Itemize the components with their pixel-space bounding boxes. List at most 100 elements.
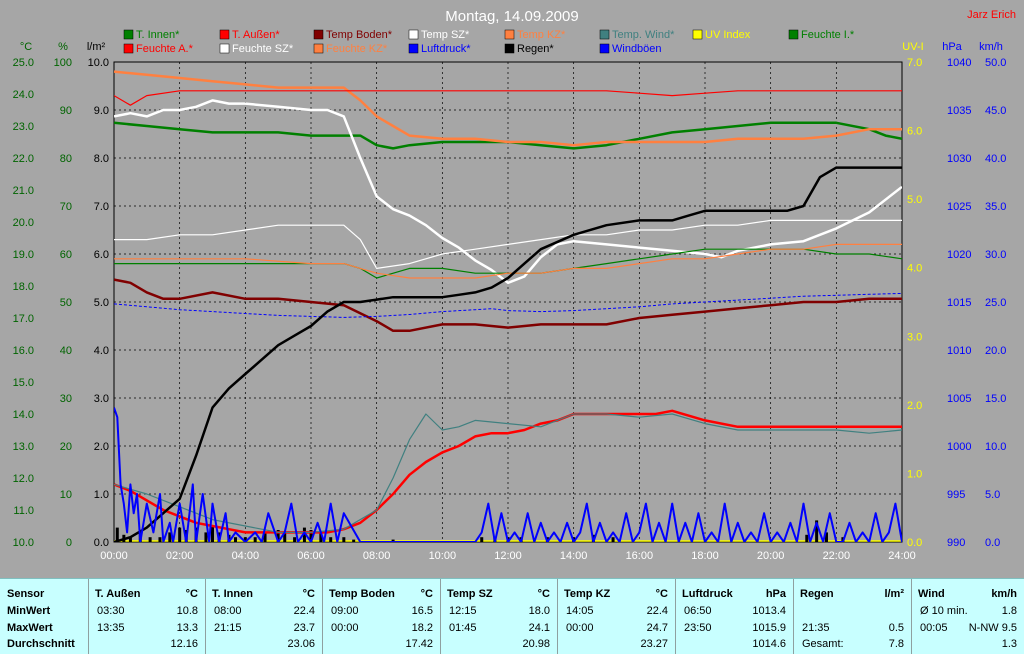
min-value: 22.4 — [646, 605, 668, 617]
rain-bar — [309, 530, 313, 542]
rain-axis-tick: 9.0 — [94, 105, 109, 117]
wind-axis-tick: 15.0 — [985, 393, 1006, 405]
legend-swatch — [408, 43, 419, 54]
rain-bar — [342, 537, 346, 542]
legend-label: Temp KZ* — [517, 29, 566, 41]
x-axis-tick: 16:00 — [626, 550, 654, 562]
weather-chart: Montag, 14.09.2009 Jarz Erich T. Innen* T. … — [13, 8, 1016, 562]
axis-unit-label: km/h — [979, 41, 1003, 53]
rain-bar — [128, 537, 132, 542]
legend-swatch — [504, 29, 515, 40]
column-unit: °C — [185, 588, 198, 600]
legend-label: Temp SZ* — [421, 29, 470, 41]
min-value: 22.4 — [293, 605, 315, 617]
pressure-axis-tick: 1005 — [947, 393, 971, 405]
legend-swatch — [313, 43, 324, 54]
rain-bar — [824, 532, 828, 542]
x-axis-tick: 08:00 — [363, 550, 391, 562]
temp-axis-tick: 24.0 — [13, 89, 34, 101]
column-title: Luftdruck — [682, 588, 733, 600]
wind-axis-tick: 50.0 — [985, 57, 1006, 69]
legend-swatch — [504, 43, 515, 54]
legend-label: Regen* — [517, 43, 554, 55]
rain-bar — [480, 537, 484, 542]
rain-bar — [815, 520, 819, 542]
rain-bar — [611, 537, 615, 542]
column-unit: °C — [420, 588, 433, 600]
column-unit: °C — [655, 588, 668, 600]
series-line — [114, 407, 902, 542]
rain-bar — [283, 532, 287, 542]
legend-label: T. Innen* — [136, 29, 180, 41]
legend-swatch — [313, 29, 324, 40]
legend-label: Temp Boden* — [326, 29, 393, 41]
rain-bar — [805, 534, 809, 542]
chart-author: Jarz Erich — [967, 9, 1016, 21]
min-value: 10.8 — [176, 605, 198, 617]
series-line — [114, 166, 902, 542]
legend-label: Temp. Wind* — [612, 29, 675, 41]
min-value: 16.5 — [411, 605, 433, 617]
rain-axis-tick: 5.0 — [94, 297, 109, 309]
max-value: 1015.9 — [752, 622, 786, 634]
wind-axis-tick: 20.0 — [985, 345, 1006, 357]
stat-column: T. Innen °C 08:00 22.4 21:15 23.7 23.06 — [205, 579, 323, 654]
avg-value: 20.98 — [522, 638, 550, 650]
min-value: 18.0 — [528, 605, 550, 617]
column-title: T. Außen — [95, 588, 141, 600]
row-label-column: Sensor MinWert MaxWert Durchschnitt — [0, 579, 88, 654]
rain-bar — [115, 527, 119, 542]
max-time: 13:35 — [97, 622, 125, 634]
temp-axis-tick: 15.0 — [13, 377, 34, 389]
rain-axis-tick: 10.0 — [88, 57, 109, 69]
avg-value: 17.42 — [405, 638, 433, 650]
column-unit: l/m² — [884, 588, 904, 600]
stat-column: Luftdruck hPa 06:50 1013.4 23:50 1015.9 1014.6 — [675, 579, 794, 654]
humidity-axis-tick: 50 — [60, 297, 72, 309]
x-axis-tick: 14:00 — [560, 550, 588, 562]
min-time: 06:50 — [684, 605, 712, 617]
temp-axis-tick: 25.0 — [13, 57, 34, 69]
avg-value: 23.06 — [287, 638, 315, 650]
min-row-label: MinWert — [7, 605, 51, 617]
max-time: 21:15 — [214, 622, 242, 634]
avg-value: 1.3 — [1001, 638, 1017, 650]
humidity-axis-tick: 30 — [60, 393, 72, 405]
avg-value: 7.8 — [888, 638, 904, 650]
pressure-axis-tick: 1020 — [947, 249, 971, 261]
rain-bar — [211, 525, 214, 542]
rain-bar — [276, 530, 280, 542]
max-value: N-NW 9.5 — [968, 622, 1017, 634]
stat-column: Temp Boden °C 09:00 16.5 00:00 18.2 17.42 — [322, 579, 441, 654]
statistics-table: Sensor MinWert MaxWert Durchschnitt T. A… — [0, 578, 1024, 654]
series-line — [114, 90, 902, 106]
uv-axis-tick: 3.0 — [907, 331, 922, 343]
wind-axis-tick: 5.0 — [985, 489, 1000, 501]
axis-unit-label: °C — [20, 41, 32, 53]
column-title: Temp KZ — [564, 588, 611, 600]
pressure-axis-tick: 1000 — [947, 441, 971, 453]
legend-label: Feuchte I.* — [801, 29, 855, 41]
humidity-axis-tick: 10 — [60, 489, 72, 501]
max-row-label: MaxWert — [7, 622, 53, 634]
x-axis-tick: 10:00 — [429, 550, 457, 562]
series-line — [114, 243, 902, 279]
humidity-axis-tick: 100 — [54, 57, 72, 69]
chart-title: Montag, 14.09.2009 — [445, 8, 578, 25]
rain-bar — [243, 537, 247, 542]
rain-bar — [178, 527, 182, 542]
humidity-axis-tick: 20 — [60, 441, 72, 453]
uv-axis-tick: 1.0 — [907, 468, 922, 480]
rain-bar — [329, 537, 333, 542]
x-axis-tick: 22:00 — [823, 550, 851, 562]
temp-axis-tick: 17.0 — [13, 313, 34, 325]
rain-axis-tick: 2.0 — [94, 441, 109, 453]
axis-unit-label: l/m² — [87, 41, 106, 53]
min-time: Ø 10 min. — [920, 605, 968, 617]
wind-axis-tick: 0.0 — [985, 537, 1000, 549]
wind-axis-tick: 45.0 — [985, 105, 1006, 117]
max-time: 00:00 — [566, 622, 594, 634]
rain-bar — [168, 532, 172, 542]
min-time: 12:15 — [449, 605, 477, 617]
rain-bar — [253, 537, 257, 542]
